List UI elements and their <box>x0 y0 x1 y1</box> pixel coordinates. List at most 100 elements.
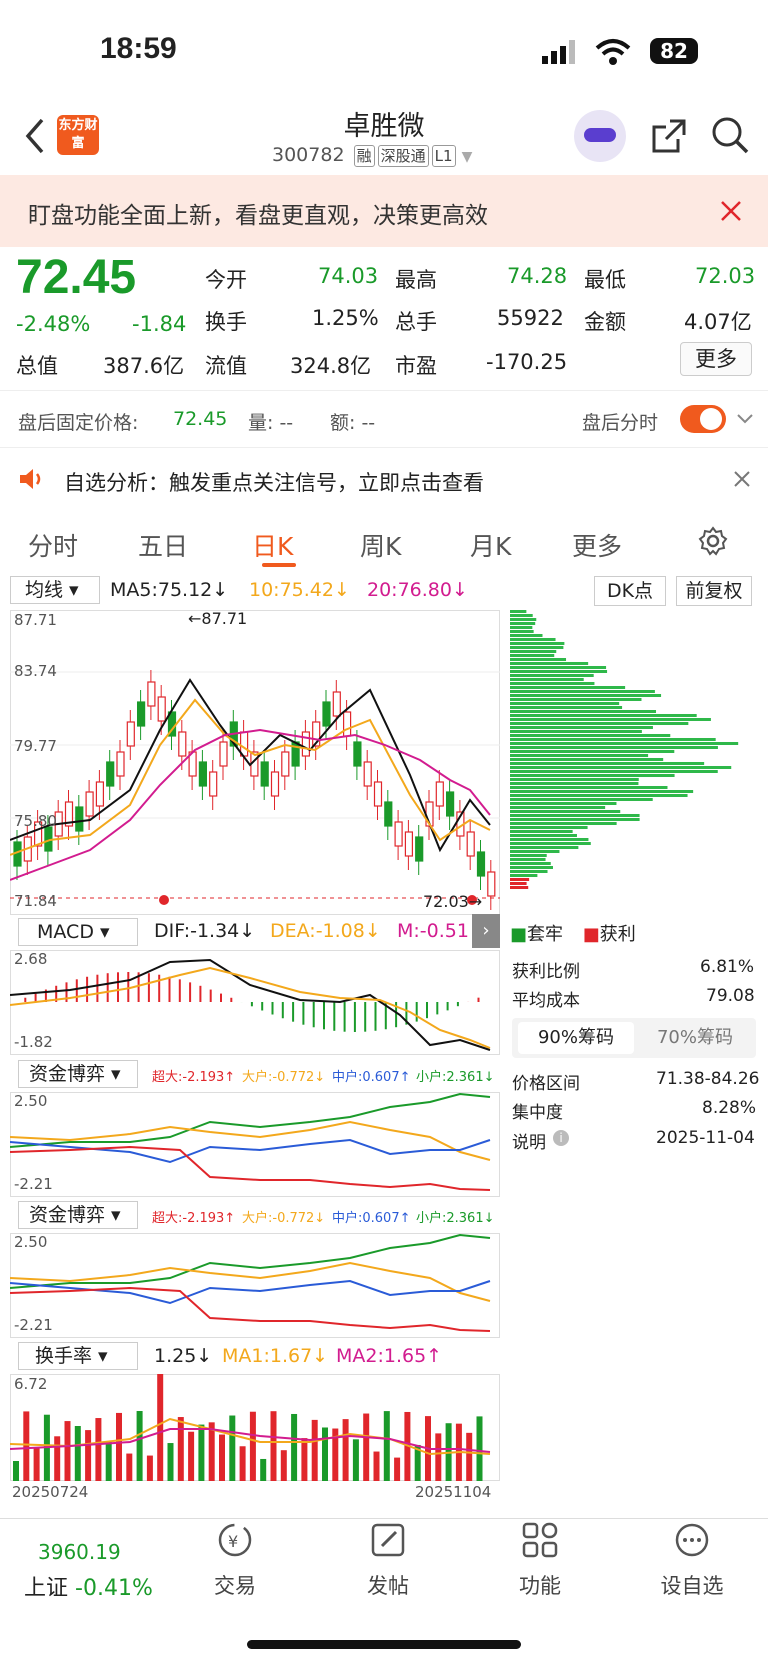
tab-intraday[interactable]: 分时 <box>28 532 79 561</box>
alert-text[interactable]: 自选分析：触发重点关注信号，立即点击查看 <box>64 471 484 495</box>
fund-chart[interactable] <box>10 1092 500 1197</box>
back-icon[interactable] <box>24 118 46 154</box>
fund-selector-label: 资金博弈 <box>29 1204 106 1226</box>
ma20-value: 20:76.80↓ <box>367 579 468 601</box>
dif-value: DIF:-1.34↓ <box>154 920 256 942</box>
after-amt-label: 额: <box>330 412 356 434</box>
info-icon[interactable]: i <box>553 1130 569 1146</box>
nav-add-watch[interactable]: 设自选 <box>642 1523 742 1600</box>
close-icon[interactable] <box>734 471 750 487</box>
min-price-label: 72.03→ <box>423 892 483 911</box>
tab-chip-70[interactable]: 70%筹码 <box>656 1027 733 1048</box>
fund-top-2: 2.50 <box>14 1233 48 1251</box>
after-hours-price: 72.45 <box>173 408 228 430</box>
close-icon[interactable] <box>720 200 742 222</box>
ma-selector[interactable]: 均线 ▾ <box>10 576 100 604</box>
settings-gear-icon[interactable] <box>698 526 728 556</box>
speaker-icon <box>20 469 41 489</box>
pe-value: -170.25 <box>486 350 568 374</box>
signal-icon <box>542 40 575 64</box>
mid-value: 中户:0.607↑ <box>332 1211 411 1226</box>
macd-selector[interactable]: MACD ▾ <box>18 918 138 946</box>
fund-bottom: -2.21 <box>14 1175 53 1193</box>
index-name: 上证 <box>24 1576 69 1601</box>
tab-monthly-k[interactable]: 月K <box>470 532 512 561</box>
tab-five-day[interactable]: 五日 <box>138 532 189 561</box>
share-icon[interactable] <box>650 117 688 155</box>
index-pct: -0.41% <box>75 1576 153 1601</box>
adjust-button[interactable]: 前复权 <box>676 576 752 606</box>
volume-label: 总手 <box>395 310 437 334</box>
amount-value: 4.07亿 <box>684 310 752 334</box>
mcap-value: 387.6亿 <box>103 354 185 378</box>
macd-chart[interactable] <box>10 950 500 1055</box>
tag-level: L1 <box>431 145 456 167</box>
y-tick-3: 75.80 <box>14 812 57 830</box>
chip-ratio-label: 获利比例 <box>512 962 580 982</box>
small-value: 小户:2.361↓ <box>416 1211 495 1226</box>
change-amount: -1.84 <box>132 312 187 336</box>
turnover-selector-label: 换手率 <box>35 1345 93 1367</box>
turnover-chart[interactable] <box>10 1374 500 1481</box>
stock-code: 300782 <box>272 144 345 166</box>
date-start: 20250724 <box>12 1483 89 1501</box>
m-value: M:-0.51 <box>397 920 469 942</box>
ma-selector-label: 均线 <box>25 579 64 601</box>
fund-chart-2[interactable] <box>10 1233 500 1338</box>
volume-value: 55922 <box>497 306 564 330</box>
y-tick-2: 79.77 <box>14 737 57 755</box>
more-button[interactable]: 更多 <box>680 342 752 376</box>
tab-more[interactable]: 更多 <box>572 532 623 561</box>
fund-selector-2[interactable]: 资金博弈 ▾ <box>18 1201 138 1229</box>
turnover-value: 1.25↓ <box>154 1345 213 1367</box>
date-end: 20251104 <box>415 1483 492 1501</box>
open-value: 74.03 <box>318 264 379 288</box>
turnover-value: 1.25% <box>312 306 379 330</box>
current-price: 72.45 <box>16 251 137 304</box>
super-value: 超大:-2.193↑ <box>152 1211 236 1226</box>
fcap-value: 324.8亿 <box>290 354 372 378</box>
low-value: 72.03 <box>695 264 756 288</box>
tag-margin: 融 <box>353 145 375 167</box>
dk-point-button[interactable]: DK点 <box>594 576 666 606</box>
candlestick-chart[interactable] <box>10 610 500 915</box>
nav-trade[interactable]: ¥ 交易 <box>185 1523 285 1600</box>
stock-name: 卓胜微 <box>343 111 425 142</box>
robot-avatar-icon[interactable] <box>574 110 626 162</box>
tab-indicator <box>262 563 296 567</box>
edit-icon <box>371 1523 405 1557</box>
search-icon[interactable] <box>710 115 750 155</box>
nav-post[interactable]: 发帖 <box>338 1523 438 1600</box>
tab-weekly-k[interactable]: 周K <box>360 532 402 561</box>
after-hours-toggle[interactable] <box>680 405 726 433</box>
tag-connect: 深股通 <box>377 145 429 167</box>
after-hours-toggle-label: 盘后分时 <box>582 412 659 434</box>
index-value[interactable]: 3960.19 <box>38 1540 121 1564</box>
high-value: 74.28 <box>507 264 568 288</box>
price-range: 71.38-84.26 <box>656 1069 760 1089</box>
dea-value: DEA:-1.08↓ <box>270 920 381 942</box>
high-label: 最高 <box>395 268 437 292</box>
expand-icon[interactable]: › <box>472 914 500 948</box>
fund-selector[interactable]: 资金博弈 ▾ <box>18 1060 138 1088</box>
fund-bottom-2: -2.21 <box>14 1316 53 1334</box>
stock-code-row[interactable]: 300782 融深股通 L1 ▼ <box>272 144 472 167</box>
chip-distribution <box>510 610 739 889</box>
tab-chip-90[interactable]: 90%筹码 <box>518 1022 634 1054</box>
nav-functions[interactable]: 功能 <box>490 1522 590 1600</box>
mid-value: 中户:0.607↑ <box>332 1070 411 1085</box>
macd-selector-label: MACD <box>37 921 94 943</box>
after-hours-label: 盘后固定价格: <box>18 412 139 434</box>
turnover-top: 6.72 <box>14 1375 48 1393</box>
pe-label: 市盈 <box>395 354 437 378</box>
y-top: 87.71 <box>14 611 57 629</box>
chevron-down-icon[interactable] <box>736 412 754 426</box>
after-vol: -- <box>279 412 294 434</box>
y-tick-1: 83.74 <box>14 662 57 680</box>
chip-ratio: 6.81% <box>700 957 755 977</box>
promo-banner[interactable] <box>0 175 768 247</box>
turnover-label: 换手 <box>205 310 247 334</box>
super-value: 超大:-2.193↑ <box>152 1070 236 1085</box>
turnover-selector[interactable]: 换手率 ▾ <box>18 1342 138 1370</box>
tab-daily-k[interactable]: 日K <box>252 532 294 561</box>
